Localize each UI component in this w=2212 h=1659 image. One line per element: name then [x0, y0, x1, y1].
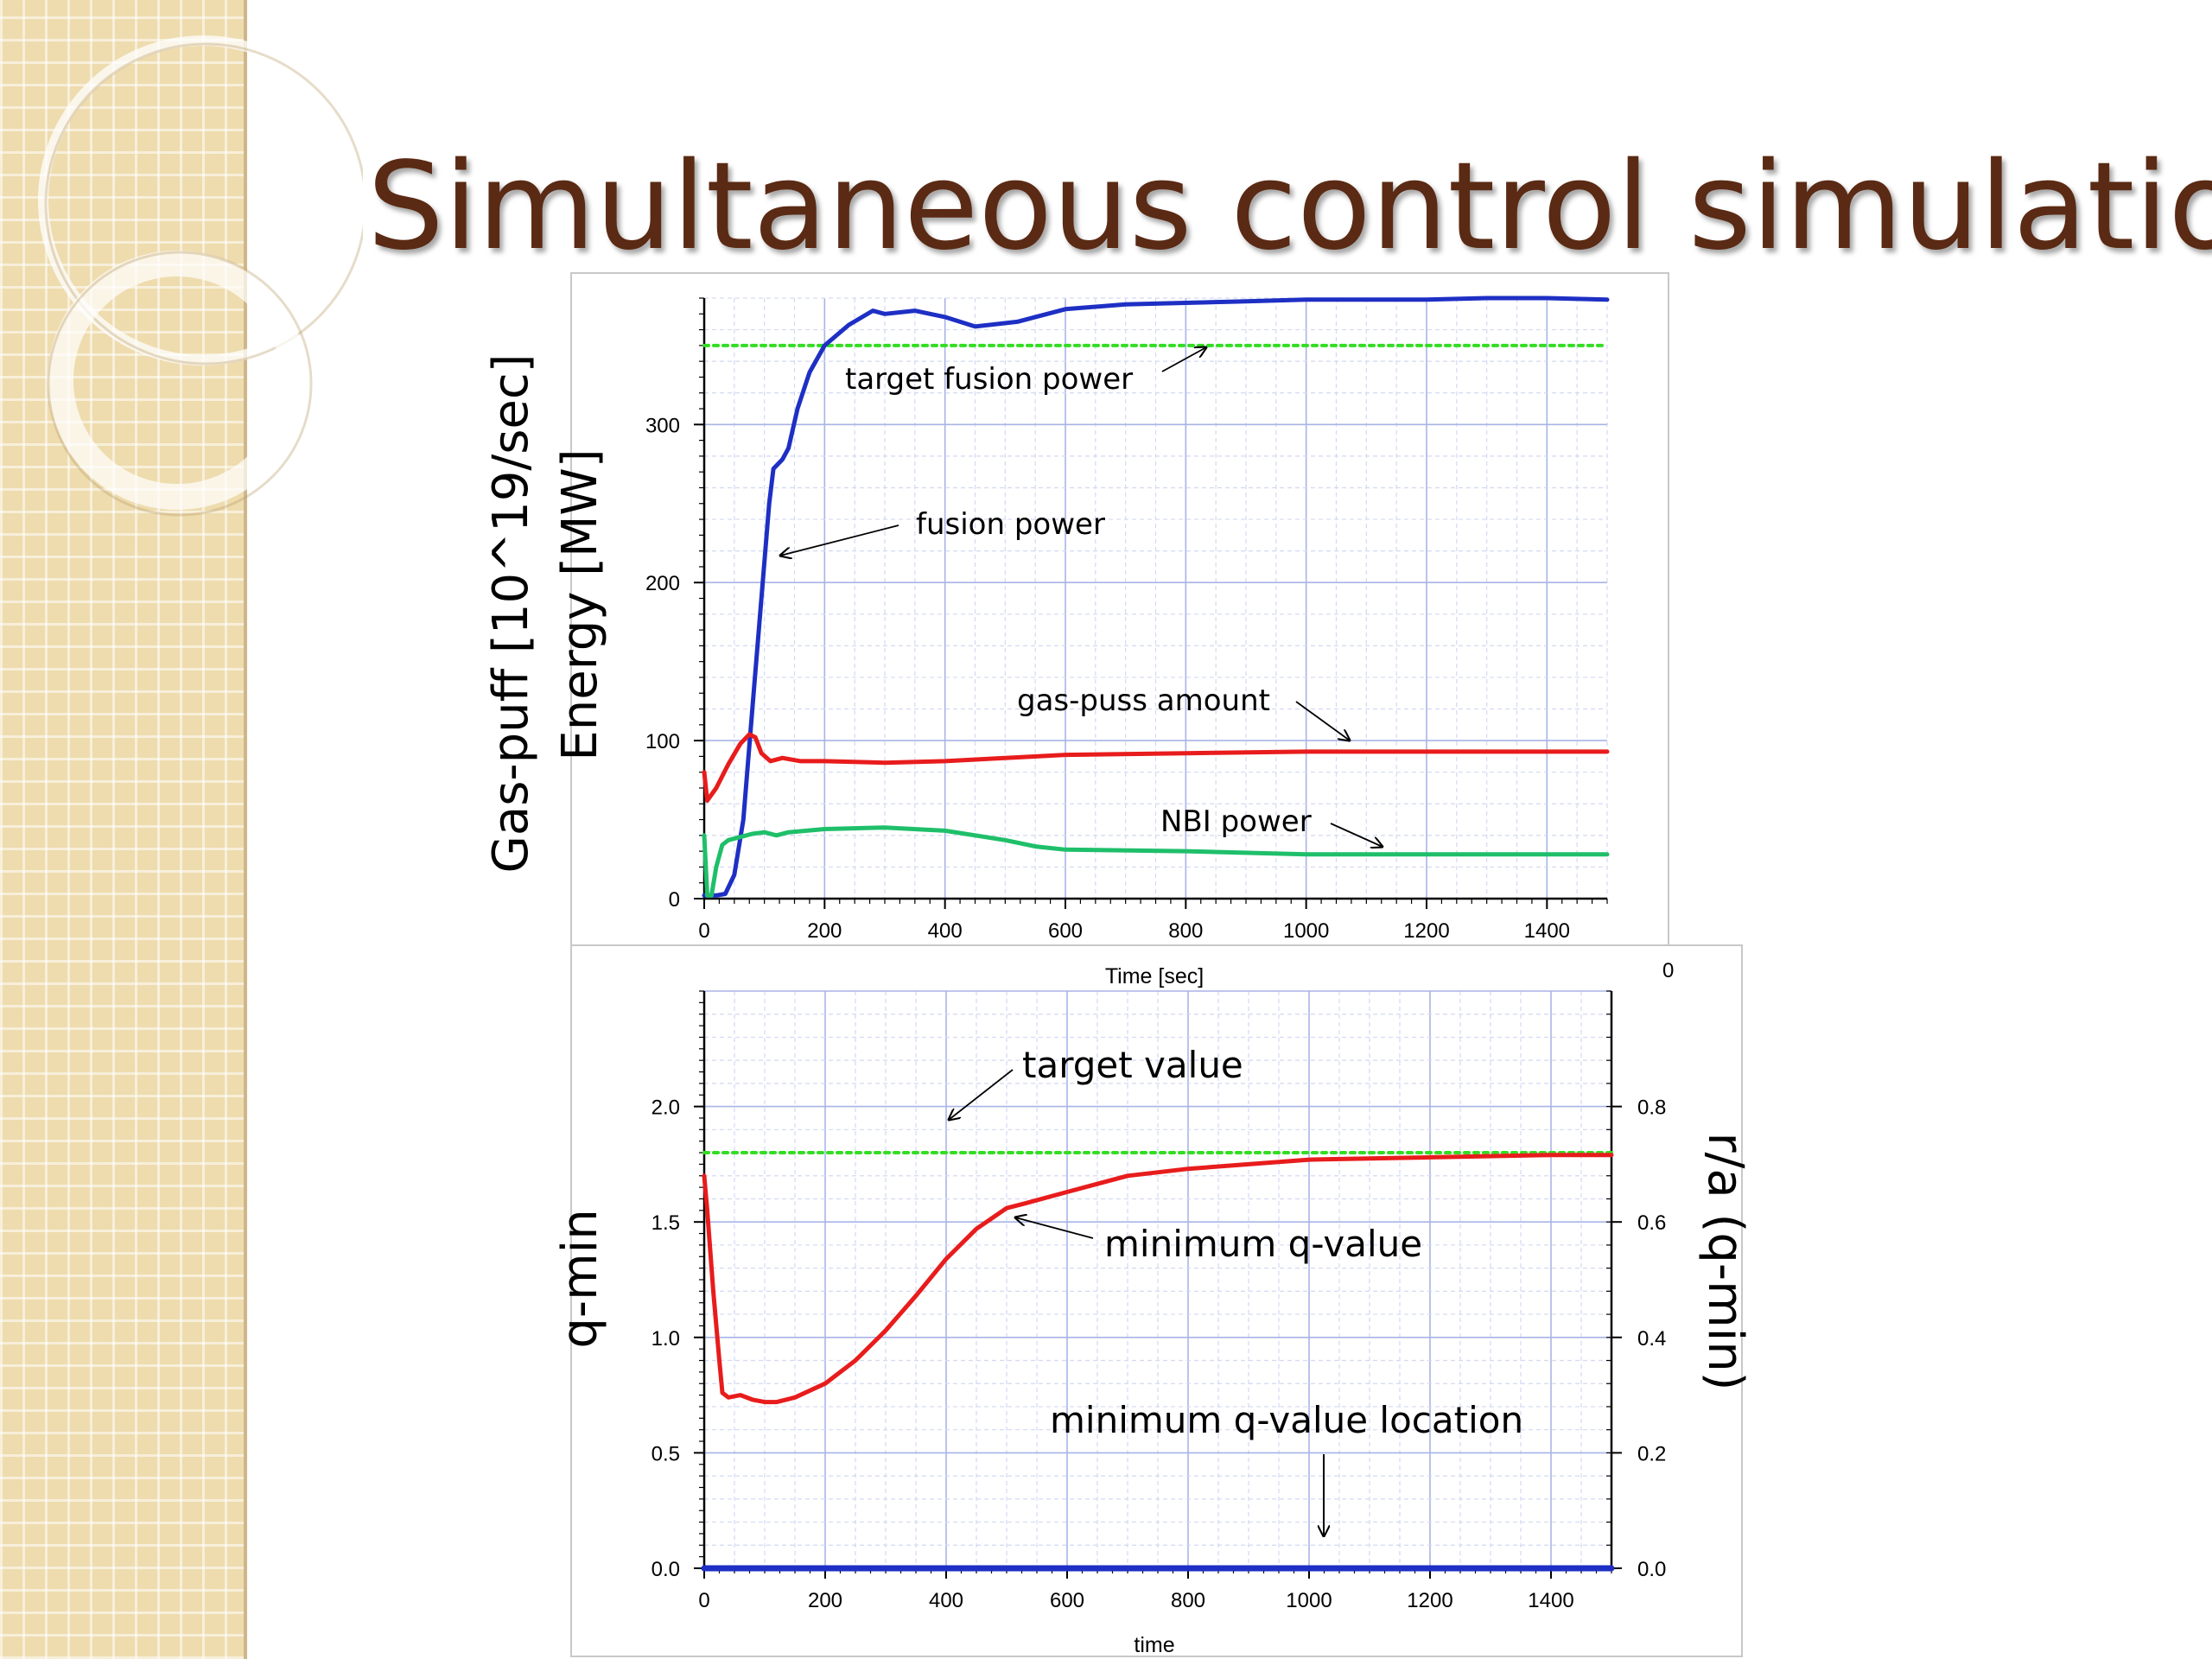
top-x-tick-label: 400 [928, 919, 963, 943]
bot-x-tick-label: 1000 [1286, 1589, 1332, 1612]
bot-x-tick-label: 800 [1171, 1589, 1205, 1612]
annotation-nbi-power: NBI power [1160, 804, 1312, 839]
bottom-plot-bg [702, 991, 1607, 1568]
top-x-tick-label: 200 [807, 919, 842, 943]
bot-y2-tick-label: 0.4 [1637, 1327, 1666, 1351]
series-fusion-power [702, 296, 1610, 898]
annotation-arrow-fusion-power [780, 524, 899, 556]
annotation-arrow-target-value [949, 1069, 1014, 1120]
series-minimum-q-value [702, 1153, 1614, 1405]
top-x-tick-label: 1000 [1283, 919, 1329, 943]
bot-y-tick-label: 2.0 [652, 1096, 680, 1120]
top-x-tick-label: 800 [1168, 919, 1203, 943]
top-y-axis-title-outer: Gas-puff [10^19/sec] [483, 354, 539, 874]
bottom-chart: 0 200 400 600 800 1000 1200 1400 0.0 0.5 1.0 1.5 2.0… [552, 959, 1753, 1657]
bot-x-tick-label: 1400 [1528, 1589, 1573, 1612]
top-x-tick-label: 600 [1048, 919, 1083, 943]
bot-x-tick-label: 0 [698, 1589, 709, 1612]
decorative-ring-small [48, 251, 307, 510]
decorative-ring-large [38, 35, 363, 365]
top-x-tick-label: 1200 [1403, 919, 1449, 943]
bot-x-tick-label: 600 [1050, 1589, 1084, 1612]
bottom-x-axis-title: time [1134, 1633, 1174, 1657]
annotation-fusion-power: fusion power [916, 507, 1105, 542]
top-x-axis-title: Time [sec] [1105, 964, 1204, 988]
top-plot-bg [702, 298, 1607, 899]
series-gas-puss-amount [702, 732, 1610, 804]
top-x-tick-label: 0 [698, 919, 709, 943]
series-nbi-power [702, 825, 1610, 898]
bot-y-tick-label: 1.5 [652, 1211, 680, 1235]
top-chart: 0 200 400 600 800 1000 1200 1400 0 100 200 300 Time… [483, 296, 1610, 988]
bottom-y-axis-title: q-min [552, 1209, 608, 1348]
bot-y-tick-label: 1.0 [652, 1327, 680, 1351]
decorative-ring-large-shadow [44, 42, 363, 365]
bottom-y2-partial-tick: 0 [1662, 959, 1674, 982]
annotation-arrow-nbi-power [1330, 823, 1382, 847]
bot-y-tick-label: 0.0 [652, 1558, 680, 1581]
slide-title: Simultaneous control simulation [367, 137, 2212, 277]
bot-y2-tick-label: 0.6 [1637, 1211, 1666, 1235]
annotation-arrow-gas-puss-amount [1295, 701, 1350, 741]
top-x-tick-label: 1400 [1524, 919, 1570, 943]
annotation-arrow-minimum-q-value [1015, 1217, 1094, 1239]
decorative-rings [38, 35, 363, 517]
annotation-arrow-target-fusion-power [1161, 347, 1206, 372]
annotation-gas-puss-amount: gas-puss amount [1017, 683, 1270, 718]
annotation-minimum-q-value-location: minimum q-value location [1050, 1399, 1523, 1441]
bot-y-tick-label: 0.5 [652, 1442, 680, 1465]
top-y-axis-title-inner: Energy [MW] [552, 448, 608, 760]
top-axes: 0 200 400 600 800 1000 1200 1400 0 100 200 300 [645, 297, 1608, 943]
top-y-tick-label: 200 [645, 572, 680, 595]
top-y-tick-label: 100 [645, 730, 680, 753]
top-y-tick-label: 300 [645, 414, 680, 437]
annotation-target-fusion-power: target fusion power [845, 362, 1133, 397]
decorative-ring-small-shadow [47, 251, 313, 517]
top-y-tick-label: 0 [669, 888, 680, 912]
bottom-grid [703, 990, 1612, 1569]
bot-y2-tick-label: 0.0 [1637, 1558, 1666, 1581]
annotation-target-value: target value [1022, 1044, 1243, 1086]
top-series [702, 296, 1610, 898]
bot-x-tick-label: 400 [929, 1589, 963, 1612]
bot-y2-tick-label: 0.8 [1637, 1096, 1666, 1120]
annotation-minimum-q-value: minimum q-value [1104, 1223, 1422, 1265]
bottom-series [701, 1151, 1615, 1572]
bot-x-tick-label: 200 [808, 1589, 842, 1612]
bot-x-tick-label: 1200 [1407, 1589, 1452, 1612]
bot-y2-tick-label: 0.2 [1637, 1442, 1666, 1465]
bottom-y2-axis-title: r/a (q-min) [1697, 1132, 1753, 1390]
